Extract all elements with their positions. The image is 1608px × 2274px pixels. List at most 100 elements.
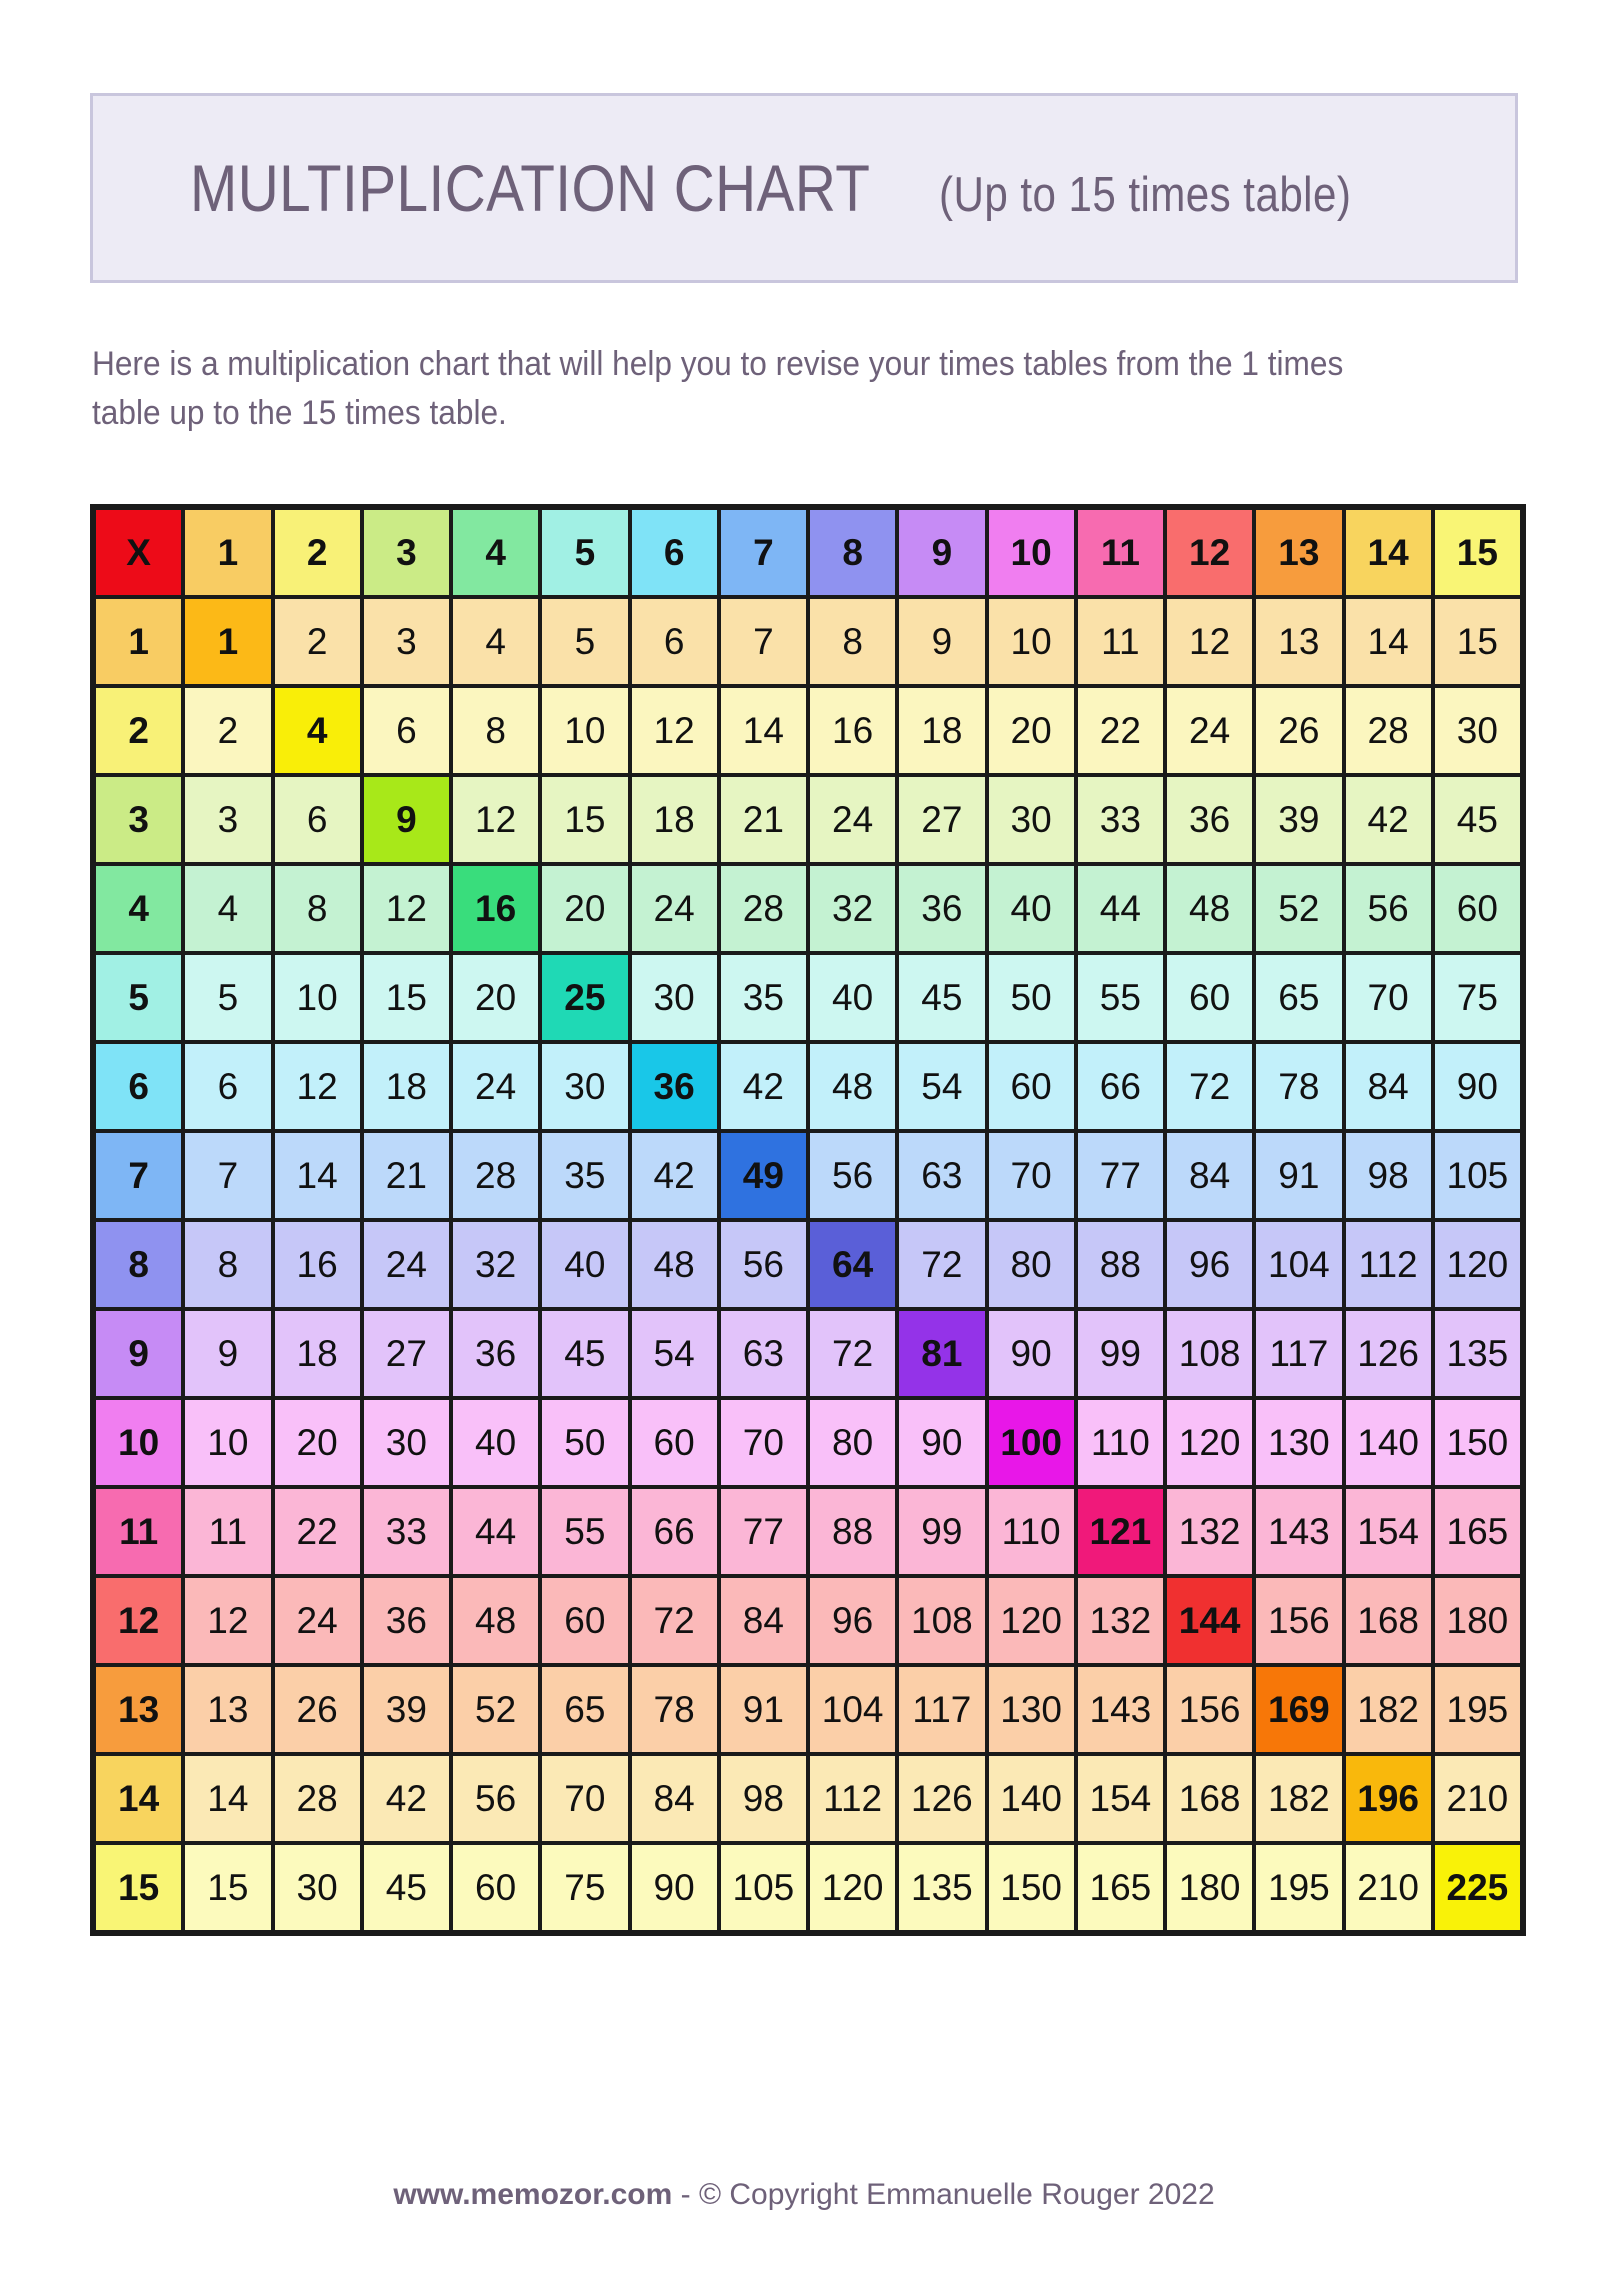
column-header-6: 6 [629, 508, 719, 597]
product-cell-7x3: 21 [361, 1131, 451, 1220]
product-cell-4x11: 44 [1075, 864, 1165, 953]
table-row: 3 3 6 9 12 15 18 21 24 27 30 33 36 39 42 45 [94, 775, 1522, 864]
product-cell-15x12: 180 [1165, 1843, 1255, 1932]
table-row: 12 12 24 36 48 60 72 84 96 108 120 132 144 156 168 180 [94, 1576, 1522, 1665]
product-cell-11x1: 11 [183, 1487, 273, 1576]
product-cell-9x15: 135 [1432, 1309, 1522, 1398]
product-cell-12x4: 48 [451, 1576, 541, 1665]
product-cell-15x8: 120 [808, 1843, 898, 1932]
product-cell-14x3: 42 [361, 1754, 451, 1843]
product-cell-9x11: 99 [1075, 1309, 1165, 1398]
row-header-12: 12 [94, 1576, 184, 1665]
product-cell-4x4: 16 [451, 864, 541, 953]
row-header-13: 13 [94, 1665, 184, 1754]
product-cell-13x14: 182 [1343, 1665, 1433, 1754]
product-cell-10x1: 10 [183, 1398, 273, 1487]
row-header-3: 3 [94, 775, 184, 864]
product-cell-3x12: 36 [1165, 775, 1255, 864]
product-cell-8x4: 32 [451, 1220, 541, 1309]
product-cell-14x14: 196 [1343, 1754, 1433, 1843]
product-cell-7x10: 70 [986, 1131, 1076, 1220]
product-cell-7x12: 84 [1165, 1131, 1255, 1220]
product-cell-4x2: 8 [272, 864, 362, 953]
product-cell-6x3: 18 [361, 1042, 451, 1131]
product-cell-12x3: 36 [361, 1576, 451, 1665]
product-cell-3x4: 12 [451, 775, 541, 864]
product-cell-3x15: 45 [1432, 775, 1522, 864]
product-cell-3x2: 6 [272, 775, 362, 864]
product-cell-12x14: 168 [1343, 1576, 1433, 1665]
product-cell-5x11: 55 [1075, 953, 1165, 1042]
product-cell-6x5: 30 [540, 1042, 630, 1131]
footer: www.memozor.com - © Copyright Emmanuelle… [0, 2178, 1608, 2212]
product-cell-11x2: 22 [272, 1487, 362, 1576]
product-cell-3x5: 15 [540, 775, 630, 864]
product-cell-4x12: 48 [1165, 864, 1255, 953]
product-cell-1x7: 7 [718, 597, 808, 686]
product-cell-12x7: 84 [718, 1576, 808, 1665]
column-header-8: 8 [808, 508, 898, 597]
row-header-11: 11 [94, 1487, 184, 1576]
product-cell-14x6: 84 [629, 1754, 719, 1843]
column-header-4: 4 [451, 508, 541, 597]
product-cell-15x9: 135 [897, 1843, 987, 1932]
product-cell-14x11: 154 [1075, 1754, 1165, 1843]
product-cell-7x6: 42 [629, 1131, 719, 1220]
table-row: 2 2 4 6 8 10 12 14 16 18 20 22 24 26 28 30 [94, 686, 1522, 775]
table-row: 7 7 14 21 28 35 42 49 56 63 70 77 84 91 98 105 [94, 1131, 1522, 1220]
product-cell-8x6: 48 [629, 1220, 719, 1309]
product-cell-2x13: 26 [1254, 686, 1344, 775]
product-cell-3x13: 39 [1254, 775, 1344, 864]
product-cell-10x15: 150 [1432, 1398, 1522, 1487]
row-header-9: 9 [94, 1309, 184, 1398]
product-cell-6x14: 84 [1343, 1042, 1433, 1131]
product-cell-11x10: 110 [986, 1487, 1076, 1576]
product-cell-4x9: 36 [897, 864, 987, 953]
product-cell-5x3: 15 [361, 953, 451, 1042]
product-cell-8x2: 16 [272, 1220, 362, 1309]
product-cell-2x12: 24 [1165, 686, 1255, 775]
product-cell-4x6: 24 [629, 864, 719, 953]
product-cell-15x14: 210 [1343, 1843, 1433, 1932]
product-cell-10x8: 80 [808, 1398, 898, 1487]
product-cell-11x7: 77 [718, 1487, 808, 1576]
product-cell-1x8: 8 [808, 597, 898, 686]
product-cell-15x7: 105 [718, 1843, 808, 1932]
product-cell-1x12: 12 [1165, 597, 1255, 686]
product-cell-2x3: 6 [361, 686, 451, 775]
product-cell-8x12: 96 [1165, 1220, 1255, 1309]
product-cell-9x4: 36 [451, 1309, 541, 1398]
product-cell-14x12: 168 [1165, 1754, 1255, 1843]
product-cell-1x13: 13 [1254, 597, 1344, 686]
product-cell-3x1: 3 [183, 775, 273, 864]
product-cell-2x4: 8 [451, 686, 541, 775]
product-cell-1x4: 4 [451, 597, 541, 686]
product-cell-7x7: 49 [718, 1131, 808, 1220]
product-cell-10x3: 30 [361, 1398, 451, 1487]
product-cell-13x7: 91 [718, 1665, 808, 1754]
column-header-3: 3 [361, 508, 451, 597]
product-cell-11x8: 88 [808, 1487, 898, 1576]
product-cell-15x13: 195 [1254, 1843, 1344, 1932]
product-cell-1x2: 2 [272, 597, 362, 686]
row-header-7: 7 [94, 1131, 184, 1220]
product-cell-7x4: 28 [451, 1131, 541, 1220]
multiplication-table: X 1 2 3 4 5 6 7 8 9 10 11 12 13 14 15 1 1 2 3 4 5 6 7 8 9 10 11 12 13… [90, 504, 1526, 1936]
table-row: 13 13 26 39 52 65 78 91 104 117 130 143 156 169 182 195 [94, 1665, 1522, 1754]
product-cell-6x4: 24 [451, 1042, 541, 1131]
footer-site[interactable]: www.memozor.com [393, 2178, 673, 2211]
product-cell-5x2: 10 [272, 953, 362, 1042]
product-cell-14x13: 182 [1254, 1754, 1344, 1843]
product-cell-6x10: 60 [986, 1042, 1076, 1131]
product-cell-2x14: 28 [1343, 686, 1433, 775]
product-cell-14x5: 70 [540, 1754, 630, 1843]
product-cell-6x7: 42 [718, 1042, 808, 1131]
column-header-11: 11 [1075, 508, 1165, 597]
table-row: 8 8 16 24 32 40 48 56 64 72 80 88 96 104 112 120 [94, 1220, 1522, 1309]
product-cell-1x3: 3 [361, 597, 451, 686]
product-cell-8x9: 72 [897, 1220, 987, 1309]
column-header-2: 2 [272, 508, 362, 597]
row-header-2: 2 [94, 686, 184, 775]
product-cell-10x6: 60 [629, 1398, 719, 1487]
product-cell-4x14: 56 [1343, 864, 1433, 953]
